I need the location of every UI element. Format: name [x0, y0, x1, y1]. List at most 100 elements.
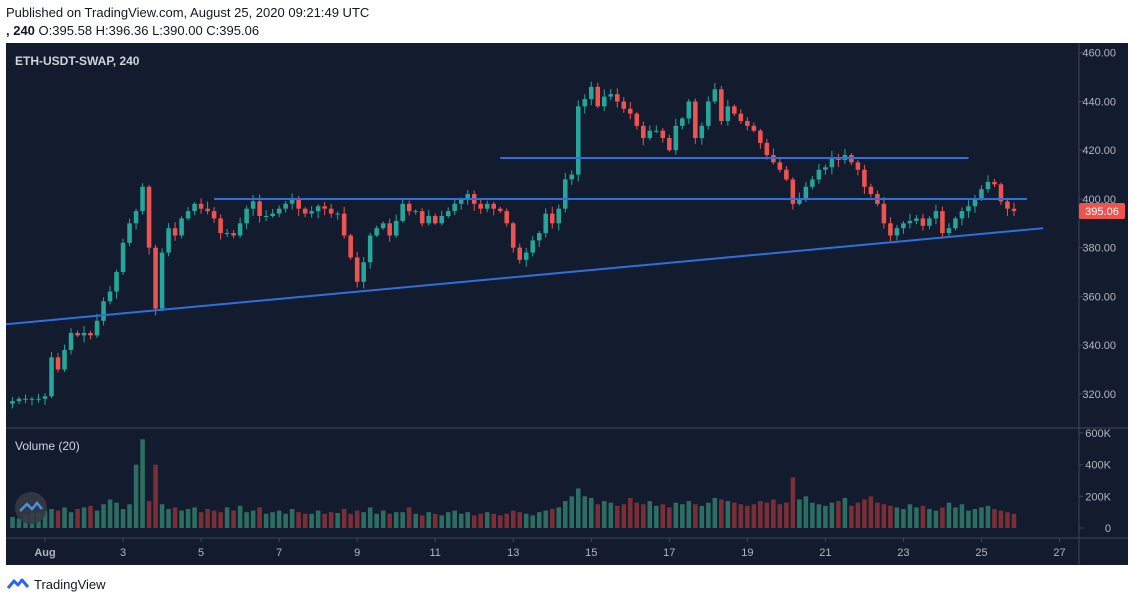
volume-tick-label: 600K — [1085, 428, 1111, 440]
price-tick-label: 420.00 — [1082, 145, 1116, 157]
candle — [361, 256, 366, 289]
volume-bar — [836, 501, 841, 528]
price-tick-label: 460.00 — [1082, 48, 1116, 60]
volume-bar — [328, 512, 334, 528]
candle — [510, 221, 516, 253]
candle — [16, 396, 22, 405]
candle — [387, 218, 392, 242]
volume-bar — [419, 515, 425, 528]
volume-bar — [439, 515, 444, 528]
candle — [380, 221, 386, 230]
candle — [439, 210, 444, 226]
time-tick-label: 15 — [585, 547, 597, 559]
candle — [530, 235, 536, 257]
volume-bar — [10, 516, 15, 528]
candle — [75, 330, 80, 338]
volume-bar — [75, 509, 80, 528]
volume-bar — [855, 502, 861, 528]
volume-bar — [179, 510, 184, 528]
candle — [536, 230, 542, 248]
volume-bar — [562, 501, 568, 528]
footer-brand: TradingView — [34, 576, 106, 592]
candle — [484, 200, 490, 213]
time-tick-label: 17 — [663, 547, 675, 559]
volume-bar — [654, 505, 659, 528]
volume-bar — [296, 512, 301, 528]
volume-bar — [530, 515, 536, 528]
volume-bar — [588, 497, 594, 528]
chart-background — [6, 43, 1128, 565]
volume-bar — [198, 512, 204, 528]
candle — [23, 394, 28, 404]
candle — [276, 205, 282, 218]
candle — [478, 198, 483, 214]
candle — [602, 89, 607, 112]
candle — [81, 326, 87, 343]
volume-bar — [1011, 513, 1017, 528]
symbol-label: ETH-USDT-SWAP, 240 — [15, 54, 140, 68]
volume-bar — [686, 501, 692, 528]
ascending-support-line[interactable] — [6, 227, 1044, 326]
volume-bar — [68, 512, 74, 528]
candle — [615, 88, 620, 108]
volume-bar — [387, 513, 392, 528]
candle — [914, 215, 919, 225]
time-tick-label: 7 — [276, 547, 282, 559]
footer[interactable]: TradingView — [6, 574, 106, 594]
price-axis[interactable]: 460.00 440.00 420.00 400.00 380.00 360.00 340.… — [1079, 48, 1116, 401]
volume-bar — [621, 504, 627, 528]
candle — [29, 396, 35, 406]
volume-bar — [244, 512, 249, 528]
candle — [732, 104, 737, 117]
price-tick-label: 320.00 — [1082, 389, 1116, 401]
candle — [393, 214, 399, 238]
volume-bar — [810, 502, 815, 528]
volume-bar — [628, 497, 633, 528]
candle — [719, 85, 724, 125]
tradingview-logo-icon — [6, 578, 30, 589]
candle — [706, 96, 711, 130]
candle — [10, 396, 15, 409]
candle — [712, 82, 718, 104]
volume-bar — [231, 510, 236, 528]
volume-bar — [205, 509, 210, 528]
candle — [348, 233, 353, 260]
volume-bar — [81, 507, 87, 528]
time-tick-label: 11 — [429, 547, 440, 559]
chart-area[interactable]: 460.00 440.00 420.00 400.00 380.00 360.00 340.… — [6, 43, 1128, 565]
candle — [465, 189, 470, 205]
volume-bar — [725, 501, 731, 528]
candle — [927, 216, 932, 230]
candle — [777, 158, 783, 173]
volume-bar — [146, 501, 152, 528]
candle — [179, 216, 184, 239]
candle — [881, 196, 887, 229]
candle — [328, 203, 334, 218]
volume-tick-label: 400K — [1085, 460, 1111, 472]
trend-lines[interactable] — [6, 157, 1044, 326]
candle — [120, 238, 126, 275]
candle — [940, 206, 945, 238]
candle — [159, 248, 165, 312]
candle — [634, 111, 640, 130]
candle — [172, 222, 178, 241]
candle — [966, 200, 971, 219]
volume-bar — [680, 504, 685, 528]
time-tick-label: 19 — [741, 547, 753, 559]
candle — [107, 286, 113, 305]
candle — [354, 251, 360, 288]
volume-bar — [790, 477, 796, 528]
volume-bar — [575, 488, 581, 528]
volume-bar — [153, 464, 158, 528]
volume-bar — [569, 496, 575, 528]
candle — [998, 182, 1004, 205]
candle — [641, 121, 646, 146]
volume-bar — [829, 502, 835, 528]
volume-bar — [380, 510, 386, 528]
volume-bar — [413, 513, 418, 528]
volume-bar — [315, 510, 321, 528]
time-axis[interactable]: Aug 3 5 7 9 11 13 15 17 19 21 23 25 27 — [34, 538, 1066, 559]
candle — [114, 269, 119, 299]
volume-bar — [348, 513, 353, 528]
volume-bar — [712, 497, 718, 528]
